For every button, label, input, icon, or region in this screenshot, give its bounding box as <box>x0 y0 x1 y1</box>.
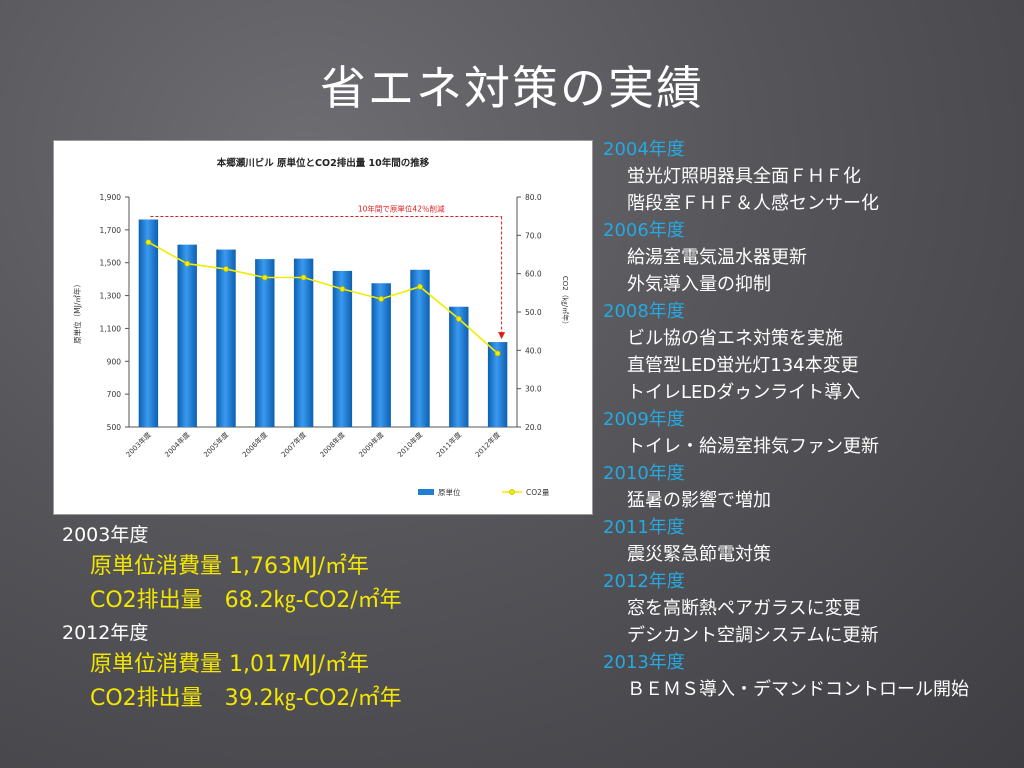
y2-tick-label: 40.0 <box>525 346 542 355</box>
x-tick-label: 2008年度 <box>318 430 347 459</box>
bar <box>138 219 159 427</box>
x-tick-label: 2007年度 <box>279 430 308 459</box>
y2-tick-label: 80.0 <box>525 193 542 202</box>
y-tick-label: 1,900 <box>100 193 122 202</box>
bar <box>293 258 314 427</box>
chart-panel: 本郷瀬川ビル 原単位とCO2排出量 10年間の推移 1,900 1,700 1,500… <box>53 140 593 515</box>
summary-year: 2012年度 <box>62 622 149 644</box>
y-axis-label: 原単位（MJ/㎡年） <box>72 280 82 344</box>
co2-point <box>455 315 462 322</box>
history-item: トイレ・給湯室排気ファン更新 <box>627 436 879 457</box>
legend-label-bars: 原単位 <box>438 487 461 497</box>
y2-tick-label: 30.0 <box>525 385 542 394</box>
bar <box>177 244 197 427</box>
history-year: 2011年度 <box>603 517 685 538</box>
x-tick-label: 2011年度 <box>434 430 463 459</box>
y2-tick-label: 20.0 <box>525 423 542 432</box>
co2-point <box>145 239 152 246</box>
history-item: ＢＥＭＳ導入・デマンドコントロール開始 <box>627 679 969 700</box>
history-year: 2009年度 <box>603 409 685 430</box>
y-tick-label: 1,500 <box>100 259 122 268</box>
x-tick-label: 2004年度 <box>163 430 192 459</box>
bar <box>255 259 275 427</box>
y-tick-label: 500 <box>107 423 122 432</box>
summary-value: CO2排出量 39.2㎏-CO2/㎡年 <box>90 686 402 711</box>
y-tick-label: 1,300 <box>100 292 122 301</box>
history-year: 2008年度 <box>603 301 685 322</box>
history-year: 2012年度 <box>603 571 685 592</box>
history-item: トイレLEDダゥンライト導入 <box>627 382 861 403</box>
summary-value: CO2排出量 68.2㎏-CO2/㎡年 <box>90 588 402 613</box>
co2-line <box>148 241 499 354</box>
bar <box>410 269 430 427</box>
x-tick-label: 2006年度 <box>240 430 269 459</box>
history-list: 2004年度蛍光灯照明器具全面ＦＨＦ化 階段室ＦＨＦ＆人感センサー化 2006年度給… <box>603 136 1013 703</box>
history-item: 外気導入量の抑制 <box>627 274 771 295</box>
bar <box>371 283 391 427</box>
y-tick-label: 700 <box>107 390 122 399</box>
legend-swatch-bars <box>418 489 434 495</box>
y2-tick-label: 50.0 <box>525 308 542 317</box>
bar <box>449 306 469 427</box>
summary-year: 2003年度 <box>62 524 149 546</box>
summary-value: 原単位消費量 1,017MJ/㎡年 <box>90 652 369 677</box>
x-tick-label: 2003年度 <box>124 430 153 459</box>
co2-point <box>417 283 423 290</box>
summary-block: 2003年度原単位消費量 1,763MJ/㎡年 CO2排出量 68.2㎏-CO2/… <box>62 520 602 716</box>
y-tick-label: 1,700 <box>100 226 122 235</box>
legend-label-line: CO2量 <box>526 488 550 497</box>
history-item: 蛍光灯照明器具全面ＦＨＦ化 <box>627 166 861 187</box>
history-item: 階段室ＦＨＦ＆人感センサー化 <box>627 193 879 214</box>
history-item: 窓を高断熱ペアガラスに変更 <box>627 598 861 619</box>
history-item: 猛暑の影響で増加 <box>627 490 771 511</box>
bar <box>487 342 508 427</box>
history-item: 震災緊急節電対策 <box>627 544 771 565</box>
y2-tick-label: 60.0 <box>525 270 542 279</box>
x-tick-label: 2009年度 <box>357 430 386 459</box>
history-item: 直管型LED蛍光灯134本変更 <box>627 355 859 376</box>
slide-title: 省エネ対策の実績 <box>320 61 704 115</box>
history-year: 2010年度 <box>603 463 685 484</box>
x-tick-label: 2005年度 <box>202 430 231 459</box>
co2-point <box>184 260 191 267</box>
history-year: 2013年度 <box>603 652 685 673</box>
co2-point <box>378 296 385 302</box>
annotation-arrow <box>498 332 506 340</box>
co2-point <box>494 350 501 357</box>
x-tick-label: 2012年度 <box>473 430 502 459</box>
co2-point <box>223 266 229 272</box>
history-item: ビル協の省エネ対策を実施 <box>627 328 843 349</box>
history-year: 2004年度 <box>603 139 685 160</box>
y2-axis-label: CO2（㎏/㎡年） <box>560 276 570 328</box>
history-item: デシカント空調システムに更新 <box>627 625 879 646</box>
history-year: 2006年度 <box>603 220 685 241</box>
x-tick-label: 2010年度 <box>396 430 425 459</box>
history-item: 給湯室電気温水器更新 <box>627 247 807 268</box>
bar <box>332 270 353 427</box>
summary-value: 原単位消費量 1,763MJ/㎡年 <box>90 554 369 579</box>
energy-chart: 本郷瀬川ビル 原単位とCO2排出量 10年間の推移 1,900 1,700 1,500… <box>72 157 570 497</box>
chart-title: 本郷瀬川ビル 原単位とCO2排出量 10年間の推移 <box>217 157 430 169</box>
co2-point <box>300 274 307 281</box>
y-tick-label: 900 <box>107 357 122 366</box>
co2-point <box>261 274 268 281</box>
legend-swatch-point <box>509 489 515 495</box>
bar <box>216 249 236 427</box>
y2-tick-label: 70.0 <box>525 231 542 240</box>
annotation-text: 10年間で原単位42％削減 <box>358 204 445 214</box>
co2-point <box>339 286 346 292</box>
y-tick-label: 1,100 <box>100 324 122 333</box>
